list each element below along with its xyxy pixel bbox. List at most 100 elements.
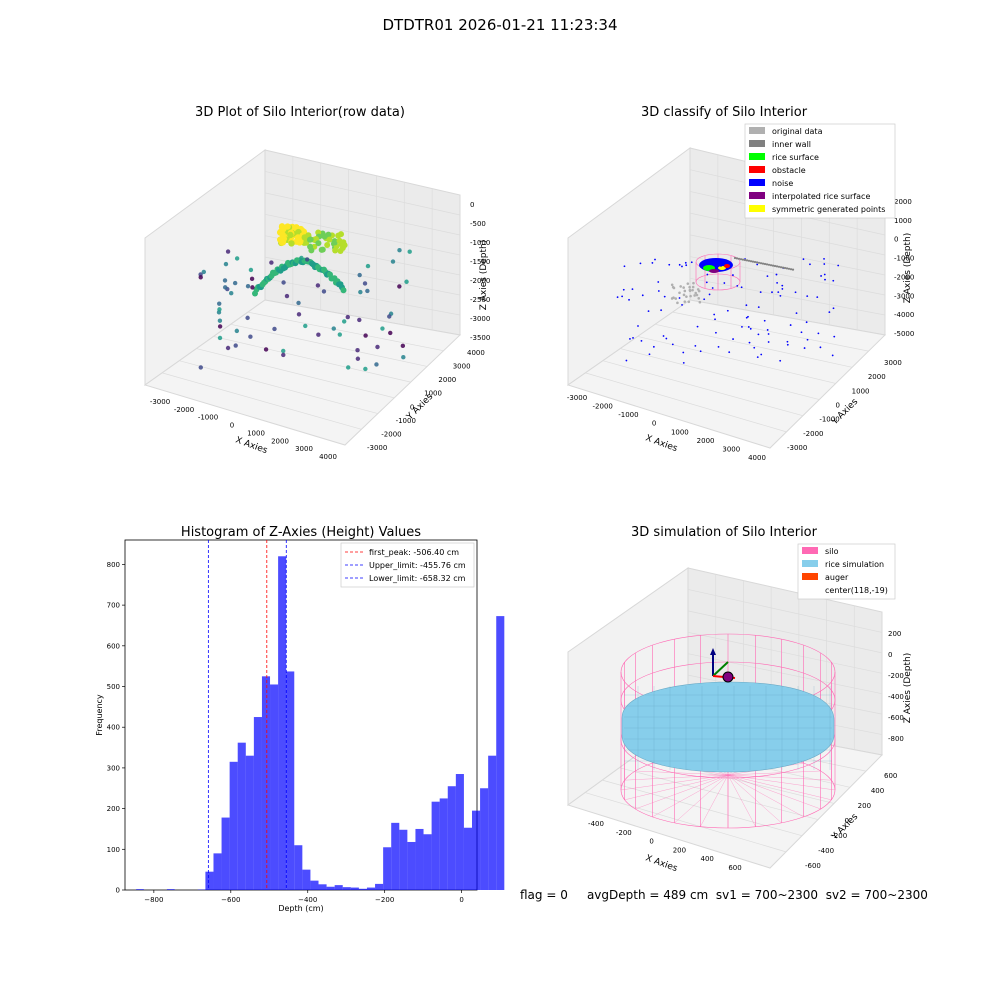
noise-point (631, 288, 634, 290)
noise-point (726, 309, 729, 312)
raw-point (358, 289, 363, 295)
noise-point (696, 325, 699, 328)
histogram-bar (358, 888, 367, 890)
noise-point (824, 278, 826, 281)
raw-point (318, 246, 325, 253)
raw-point (407, 249, 412, 254)
panel-raw-scatter: 3D Plot of Silo Interior(row data) -3000… (143, 105, 490, 461)
classify-legend: original data inner wall rice surface obsta… (744, 123, 896, 219)
raw-point (245, 315, 250, 321)
inner-wall-point (733, 256, 737, 260)
histogram-x-tick: −200 (375, 896, 394, 904)
histogram-bar (278, 556, 287, 890)
noise-point (781, 284, 784, 287)
inner-wall-point (767, 263, 771, 266)
legend-swatch (749, 205, 765, 212)
noise-point (623, 265, 626, 268)
raw-point (397, 284, 402, 289)
original-point (688, 288, 692, 292)
raw-point (341, 319, 347, 324)
classify-y-axis-label: Y Axies (829, 397, 860, 428)
inner-wall-point (745, 259, 749, 262)
inner-wall-point (757, 261, 761, 264)
raw-x-tick: -2000 (174, 406, 194, 414)
legend-swatch (749, 140, 765, 147)
original-point (687, 300, 691, 304)
original-point (696, 288, 700, 291)
noise-point (747, 326, 750, 328)
noise-point (759, 291, 762, 294)
histogram-bar (221, 817, 230, 890)
noise-point (748, 341, 751, 344)
histogram-bar (399, 829, 408, 890)
noise-point (654, 258, 656, 261)
histogram-legend: first_peak: -506.40 cm Upper_limit: -455.… (340, 542, 475, 588)
noise-point (819, 346, 822, 349)
raw-point (380, 326, 385, 331)
raw-point (223, 261, 229, 267)
raw-point (331, 239, 338, 246)
histogram-bar (350, 887, 359, 890)
original-point (686, 282, 690, 285)
simulation-y-tick: 0 (845, 817, 849, 825)
classify-rice-cluster (699, 258, 733, 273)
noise-point (690, 261, 693, 264)
histogram-bar (310, 880, 319, 890)
noise-point (640, 339, 643, 342)
noise-point (705, 281, 708, 284)
noise-point (809, 263, 811, 266)
raw-point (357, 317, 362, 323)
classify-x-tick: -1000 (618, 411, 638, 419)
noise-point (663, 295, 666, 298)
raw-y-tick: -2000 (381, 430, 401, 438)
raw-x-tick: 2000 (271, 437, 289, 445)
classify-z-axis-label: Z Axies (Depth) (903, 233, 913, 304)
histogram-bar (205, 871, 214, 890)
simulation-legend: silo rice simulation auger center(118,-19) (797, 543, 896, 600)
noise-point (681, 303, 683, 306)
raw-z-tick: -2000 (470, 277, 490, 285)
simulation-y-tick: -600 (805, 862, 821, 870)
raw-point (233, 343, 238, 348)
noise-point (682, 362, 685, 364)
figure-title: DTDTR01 2026-01-21 11:23:34 (382, 16, 618, 34)
classify-y-tick: -1000 (819, 416, 839, 424)
histogram-bar (342, 887, 351, 890)
raw-y-tick: 0 (410, 403, 414, 411)
raw-point (400, 343, 406, 349)
status-line: flag = 0 avgDepth = 489 cm sv1 = 700~230… (520, 888, 928, 902)
legend-swatch (749, 127, 765, 134)
classify-z-tick: 1000 (894, 217, 912, 225)
histogram-bar (213, 853, 222, 890)
original-point (685, 295, 688, 298)
noise-point (795, 312, 798, 315)
noise-point (651, 262, 654, 264)
noise-point (828, 311, 831, 313)
raw-point (338, 231, 345, 238)
raw-x-tick: -1000 (198, 414, 218, 422)
legend-label: interpolated rice surface (772, 192, 870, 201)
original-point (683, 289, 687, 293)
legend-label: original data (772, 127, 823, 136)
simulation-z-tick: -400 (888, 693, 904, 701)
simulation-y-tick: 200 (858, 802, 871, 810)
raw-point (249, 276, 255, 282)
noise-point (753, 346, 756, 349)
raw-point (287, 231, 294, 239)
noise-point (678, 263, 681, 266)
noise-point (732, 274, 734, 276)
original-point (691, 285, 695, 289)
classify-z-tick: -1000 (894, 255, 914, 263)
original-point (692, 281, 695, 285)
classify-x-tick: 2000 (697, 437, 715, 445)
histogram-y-tick: 700 (107, 602, 120, 610)
inner-wall-point (789, 268, 793, 271)
noise-point (766, 329, 769, 331)
simulation-auger (710, 648, 736, 683)
classify-3d-box (566, 147, 887, 449)
raw-point (296, 239, 303, 246)
histogram-bar (366, 887, 376, 890)
raw-y-tick: 1000 (424, 390, 442, 398)
noise-point (694, 344, 697, 347)
histogram-bar (294, 845, 303, 890)
